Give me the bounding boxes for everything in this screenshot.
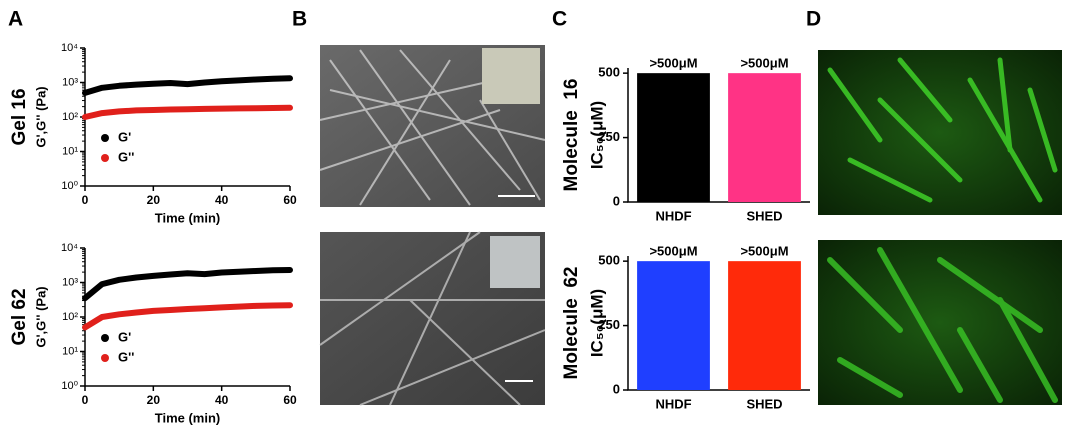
data-line: [82, 104, 293, 120]
y-tick-label: 10³: [62, 76, 78, 88]
bar: [728, 261, 801, 390]
fluorescence-image: [818, 240, 1062, 405]
y-axis-label: G',G'' (Pa): [33, 286, 48, 347]
x-tick-label: 60: [283, 193, 297, 207]
y-tick-label: 10²: [62, 111, 78, 123]
y-tick-label: 500: [598, 65, 620, 80]
x-tick-label: 40: [215, 193, 229, 207]
legend-label: G'': [118, 149, 134, 164]
x-tick-label: SHED: [746, 396, 782, 411]
panel-label: C: [552, 8, 567, 31]
y-axis-label: G',G'' (Pa): [33, 86, 48, 147]
data-line: [82, 75, 293, 96]
row-label: Molecule 16: [561, 79, 582, 192]
y-tick-label: 10²: [62, 311, 78, 323]
bar: [637, 73, 710, 203]
x-tick-label: 20: [147, 393, 161, 407]
x-tick-label: SHED: [746, 208, 782, 223]
legend-marker: [101, 334, 109, 342]
bar: [728, 73, 801, 203]
panel-label: B: [292, 8, 307, 31]
axis-line: [84, 48, 290, 187]
x-tick-label: NHDF: [655, 208, 691, 223]
legend-label: G': [118, 329, 131, 344]
panel-label: D: [806, 8, 821, 31]
value-label: >500μM: [649, 244, 697, 259]
x-tick-label: 40: [215, 393, 229, 407]
y-tick-label: 10¹: [62, 145, 78, 157]
x-tick-label: 20: [147, 193, 161, 207]
y-tick-label: 10⁴: [61, 42, 78, 54]
row-label: Gel 62: [9, 288, 30, 345]
data-line: [82, 302, 293, 331]
y-tick-label: 10¹: [62, 345, 78, 357]
fluorescence-image: [818, 50, 1062, 215]
y-tick-label: 500: [598, 253, 620, 268]
legend-marker: [101, 354, 109, 362]
y-tick-label: 250: [598, 317, 620, 332]
legend-label: G': [118, 129, 131, 144]
legend-marker: [101, 154, 109, 162]
y-tick-label: 10³: [62, 276, 78, 288]
row-label: Gel 16: [9, 88, 30, 145]
legend-label: G'': [118, 349, 134, 364]
y-tick-label: 10⁰: [61, 380, 78, 392]
legend-marker: [101, 134, 109, 142]
y-tick-label: 10⁰: [61, 180, 78, 192]
y-tick-label: 10⁴: [61, 242, 78, 254]
bar: [637, 261, 710, 390]
x-tick-label: NHDF: [655, 396, 691, 411]
value-label: >500μM: [740, 244, 788, 259]
x-axis-label: Time (min): [155, 410, 221, 425]
row-label: Molecule 62: [561, 267, 582, 380]
x-tick-label: 60: [283, 393, 297, 407]
data-line: [82, 267, 293, 302]
sem-image: [319, 231, 546, 406]
value-label: >500μM: [740, 56, 788, 71]
x-axis-label: Time (min): [155, 210, 221, 225]
value-label: >500μM: [649, 56, 697, 71]
sem-image: [319, 45, 546, 207]
y-tick-label: 0: [613, 193, 620, 208]
x-tick-label: 0: [82, 193, 89, 207]
panel-label: A: [8, 8, 23, 31]
y-axis-label: IC₅₀(μM): [587, 289, 606, 357]
y-tick-label: 0: [613, 381, 620, 396]
y-tick-label: 250: [598, 129, 620, 144]
y-axis-label: IC₅₀(μM): [587, 101, 606, 169]
x-tick-label: 0: [82, 393, 89, 407]
